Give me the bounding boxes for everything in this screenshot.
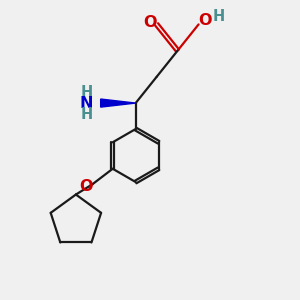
Text: H: H bbox=[81, 85, 93, 100]
Text: O: O bbox=[79, 178, 93, 194]
Text: H: H bbox=[213, 9, 225, 24]
Text: O: O bbox=[143, 15, 157, 30]
Text: O: O bbox=[198, 13, 211, 28]
Polygon shape bbox=[101, 99, 136, 107]
Text: H: H bbox=[81, 106, 93, 122]
Text: N: N bbox=[80, 96, 93, 111]
